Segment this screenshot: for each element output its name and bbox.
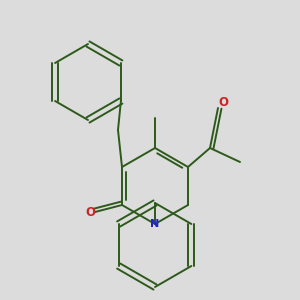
Text: O: O	[218, 97, 228, 110]
Text: O: O	[85, 206, 95, 218]
Text: N: N	[150, 219, 160, 229]
